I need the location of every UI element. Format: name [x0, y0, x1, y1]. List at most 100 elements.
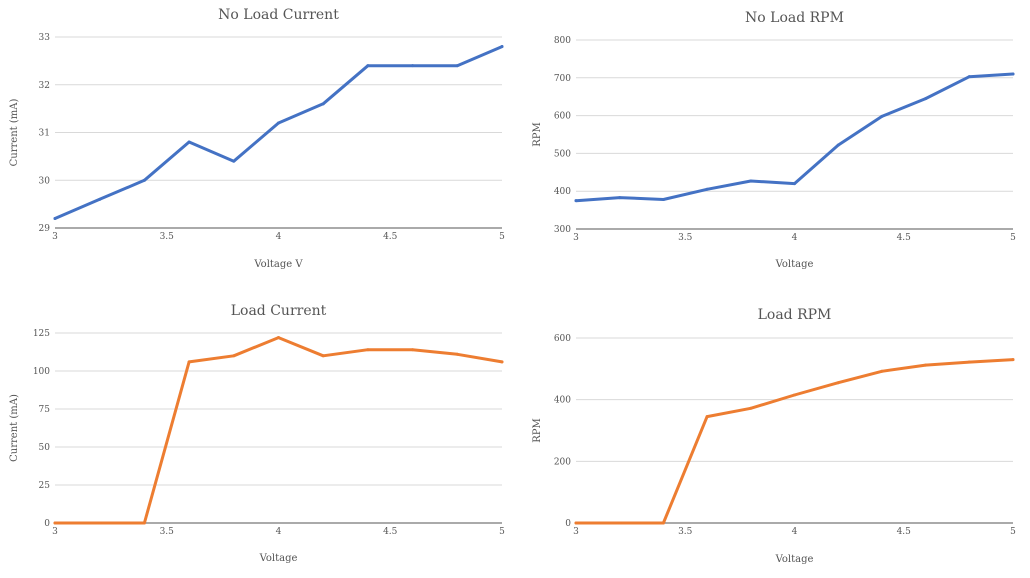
x-tick-label: 3	[573, 233, 579, 243]
y-tick-label: 32	[39, 81, 50, 91]
data-point	[1011, 358, 1015, 362]
x-tick-label: 5	[1010, 233, 1016, 243]
x-tick-label: 5	[499, 232, 505, 242]
x-axis-label: Voltage	[775, 259, 814, 270]
y-tick-label: 100	[33, 367, 50, 377]
data-point	[661, 198, 665, 202]
data-point	[53, 521, 57, 525]
x-tick-label: 4.5	[897, 527, 912, 537]
x-axis-label: Voltage	[775, 554, 814, 565]
x-axis-label: Voltage V	[253, 259, 303, 270]
x-tick-label: 3.5	[160, 232, 175, 242]
data-point	[53, 216, 57, 220]
x-tick-label: 3	[52, 527, 58, 537]
y-tick-label: 400	[554, 187, 571, 197]
data-point	[142, 178, 146, 182]
data-point	[574, 521, 578, 525]
y-axis-label: Current (mA)	[9, 394, 20, 462]
data-point	[232, 354, 236, 358]
data-point	[98, 521, 102, 525]
data-point	[574, 199, 578, 203]
data-point	[232, 159, 236, 163]
x-tick-label: 3.5	[678, 527, 693, 537]
data-point	[277, 336, 280, 340]
y-tick-label: 125	[33, 329, 50, 339]
x-tick-label: 3.5	[160, 527, 175, 537]
y-tick-label: 50	[39, 443, 51, 453]
data-point	[366, 348, 370, 352]
data-point	[411, 348, 415, 352]
x-tick-label: 4	[792, 233, 798, 243]
data-point	[967, 360, 971, 364]
chart-2: No Load RPM 300 400 500 600 700 800 3 3.5 4 4.5 5 Vo…	[532, 10, 1016, 270]
y-tick-label: 25	[39, 481, 51, 491]
data-point	[277, 121, 280, 125]
data-point	[924, 97, 928, 101]
data-point	[366, 64, 370, 68]
y-tick-label: 31	[39, 129, 50, 139]
x-tick-label: 4.5	[897, 233, 912, 243]
y-tick-label: 400	[554, 396, 571, 406]
x-tick-label: 3	[573, 527, 579, 537]
chart-title: No Load Current	[218, 7, 339, 23]
data-point	[880, 369, 884, 373]
chart-4: Load RPM 0 200 400 600 3 3.5 4 4.5 5 Voltage RPM	[532, 307, 1016, 565]
data-point	[880, 114, 884, 118]
data-point	[793, 182, 796, 186]
y-tick-label: 700	[554, 74, 571, 84]
data-point	[142, 521, 146, 525]
data-point	[411, 64, 415, 68]
x-tick-label: 4	[276, 527, 282, 537]
data-point	[836, 143, 840, 147]
data-point	[500, 45, 504, 49]
x-tick-label: 4	[276, 232, 282, 242]
y-tick-label: 600	[554, 334, 571, 344]
data-point	[455, 64, 459, 68]
data-point	[705, 415, 709, 419]
data-point	[661, 521, 665, 525]
y-tick-label: 0	[44, 519, 50, 529]
data-point	[500, 360, 504, 364]
data-point	[455, 352, 459, 356]
y-tick-label: 200	[554, 457, 571, 467]
y-tick-label: 29	[39, 224, 51, 234]
y-axis-label: RPM	[532, 418, 543, 443]
y-tick-label: 800	[554, 36, 571, 46]
chart-3: Load Current 0 25 50 75 100 125 3 3.5 4 4.5 5 Voltag…	[9, 303, 505, 564]
y-axis-label: Current (mA)	[9, 99, 20, 167]
data-point	[1011, 72, 1015, 76]
data-point	[618, 196, 622, 200]
data-point	[321, 102, 325, 106]
x-tick-label: 3.5	[678, 233, 693, 243]
y-tick-label: 500	[554, 149, 571, 159]
x-tick-label: 4.5	[383, 232, 398, 242]
x-axis-label: Voltage	[259, 553, 298, 564]
x-tick-label: 3	[52, 232, 58, 242]
y-axis-label: RPM	[532, 122, 543, 147]
data-point	[187, 360, 191, 364]
data-point	[793, 393, 796, 397]
x-tick-label: 5	[1010, 527, 1016, 537]
y-tick-label: 33	[39, 33, 51, 43]
series-line	[574, 358, 1015, 525]
data-point	[967, 75, 971, 79]
x-tick-label: 4.5	[383, 527, 398, 537]
data-point	[749, 406, 753, 410]
y-tick-label: 600	[554, 112, 571, 122]
data-point	[98, 197, 102, 201]
y-tick-label: 75	[39, 405, 51, 415]
data-point	[836, 381, 840, 385]
chart-title: No Load RPM	[745, 10, 844, 26]
data-point	[187, 140, 191, 144]
data-point	[618, 521, 622, 525]
y-tick-label: 0	[565, 519, 571, 529]
data-point	[749, 179, 753, 183]
series-line	[574, 72, 1015, 203]
y-tick-label: 300	[554, 225, 571, 235]
x-tick-label: 4	[792, 527, 798, 537]
series-line	[53, 336, 504, 525]
x-tick-label: 5	[499, 527, 505, 537]
chart-title: Load Current	[231, 303, 327, 319]
